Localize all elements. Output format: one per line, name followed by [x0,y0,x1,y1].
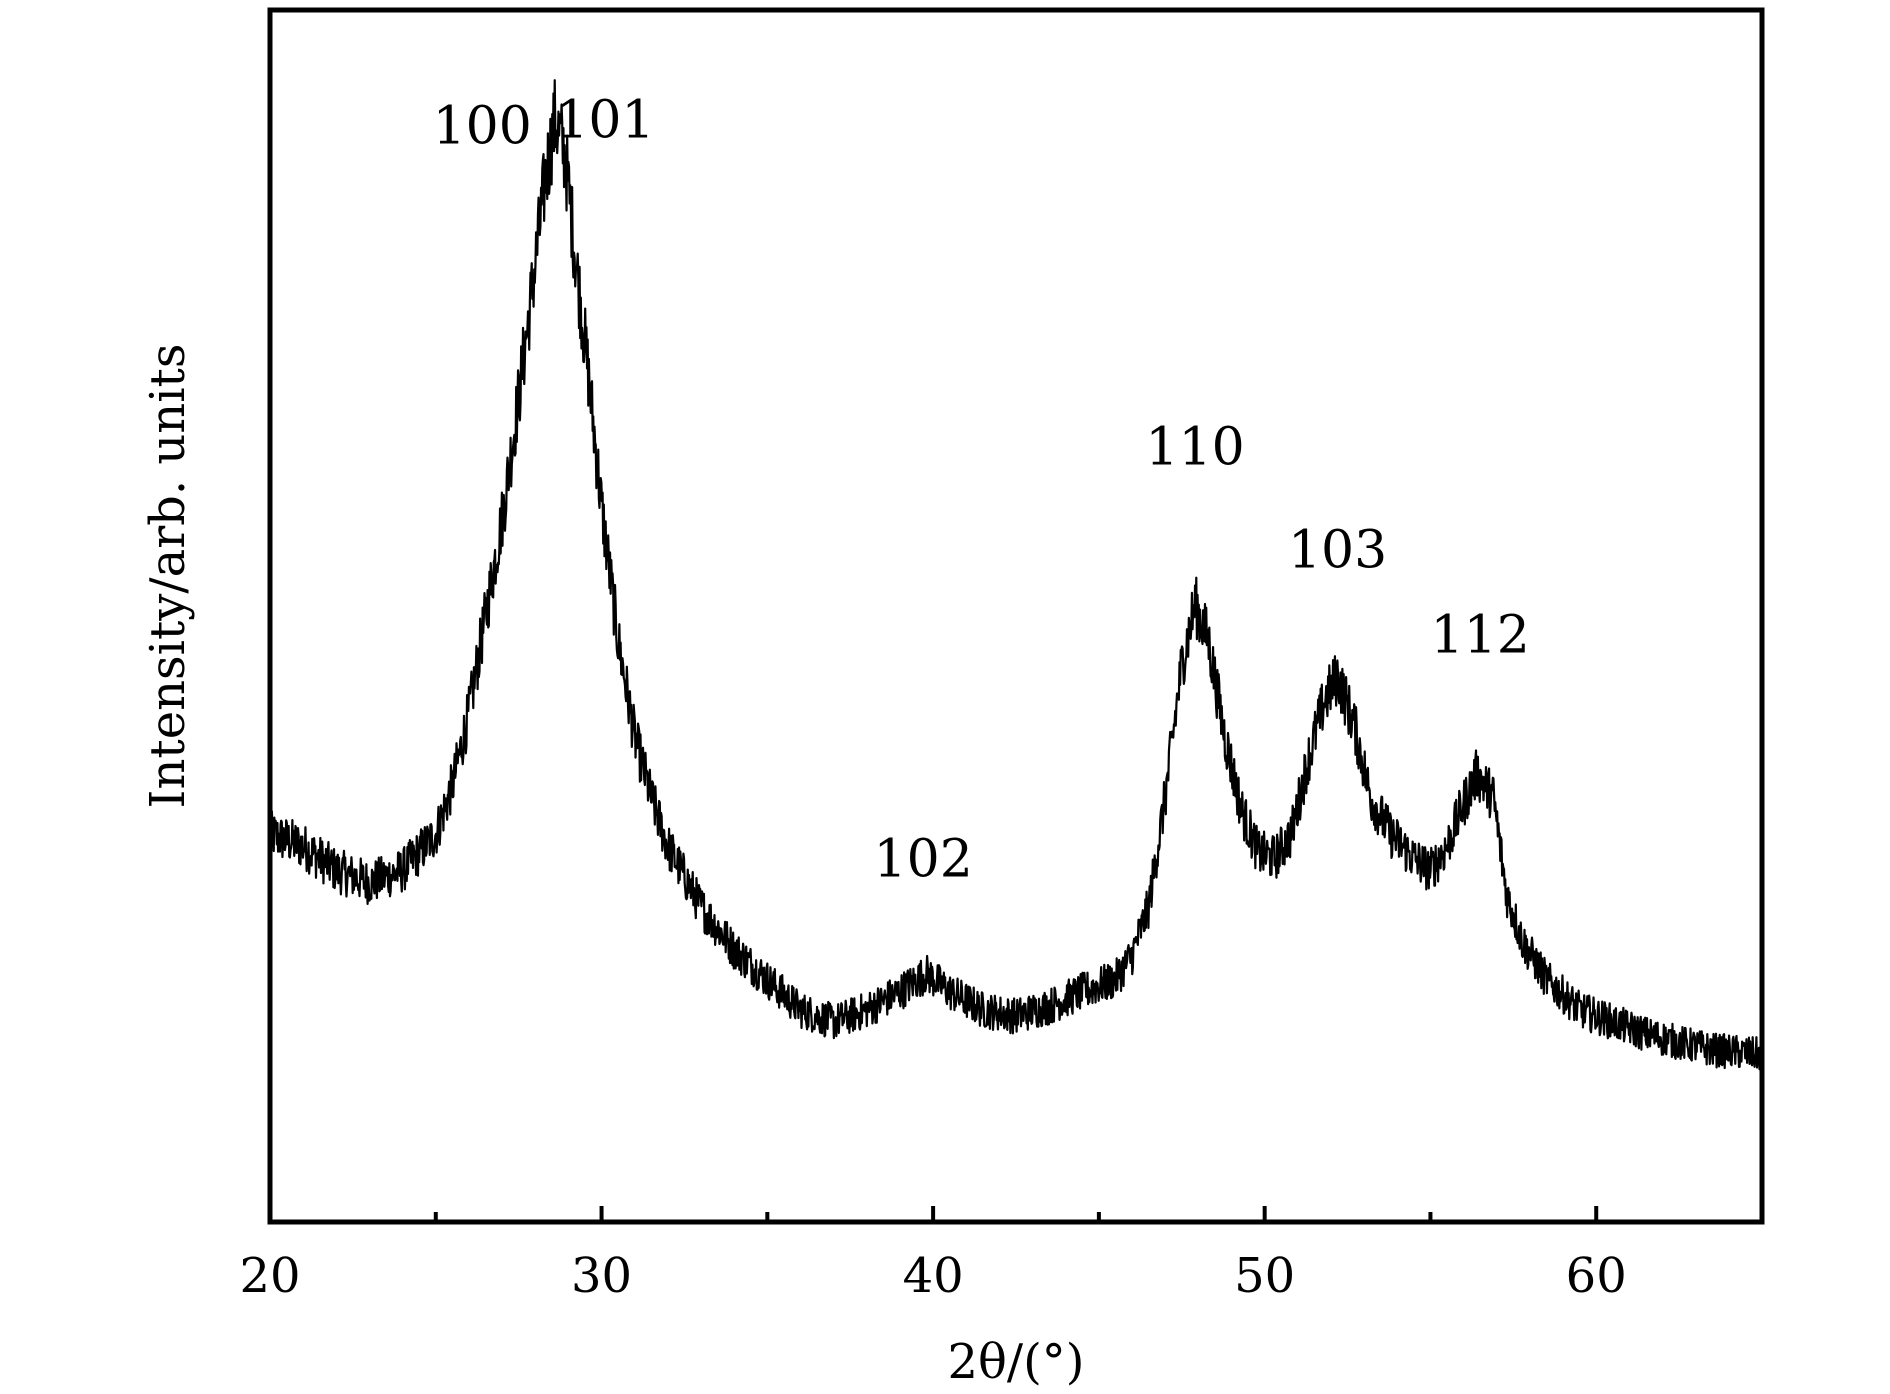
xrd-pattern-line [268,79,1764,1071]
plot-area [268,79,1764,1071]
x-axis-tick-labels: 20 30 40 50 60 [239,1248,1626,1304]
y-axis-title: Intensity/arb. units [140,344,196,809]
peak-label: 102 [874,830,973,890]
peak-annotations: 002 100 101 102 110 103 112 [433,0,1530,890]
peak-label: 100 [433,96,532,156]
peak-label: 110 [1145,418,1244,478]
x-tick-label: 20 [239,1248,300,1304]
peak-label: 101 [555,90,654,150]
x-axis-title: 2θ/(°) [947,1334,1084,1390]
x-tick-label: 30 [571,1248,632,1304]
x-tick-label: 50 [1234,1248,1295,1304]
peak-label: 002 [506,0,605,11]
x-tick-label: 60 [1566,1248,1627,1304]
x-tick-label: 40 [903,1248,964,1304]
peak-label: 112 [1431,605,1530,665]
peak-label: 103 [1288,521,1387,581]
plot-frame [267,7,1765,1225]
